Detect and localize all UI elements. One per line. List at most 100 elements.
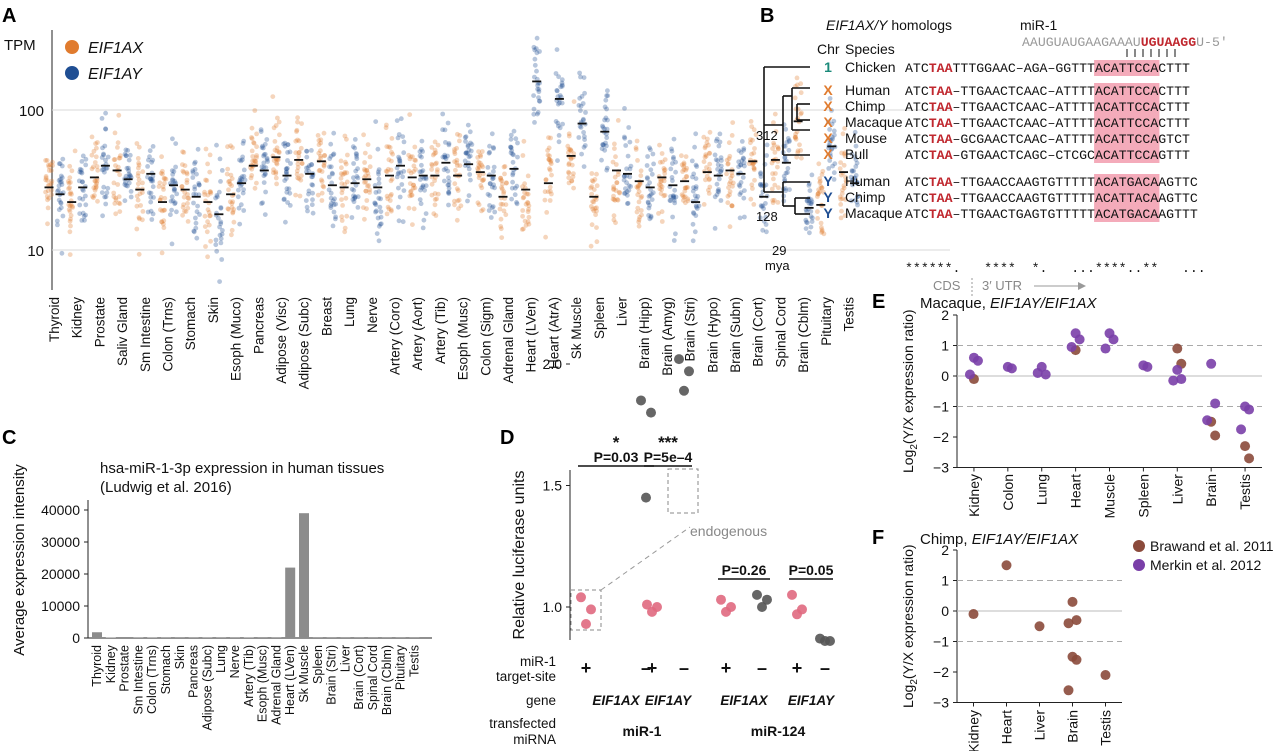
a-point xyxy=(79,170,85,176)
b-seq-post: CTTT xyxy=(1158,61,1190,76)
a-point xyxy=(192,186,198,192)
a-point xyxy=(556,133,562,138)
a-point xyxy=(83,193,88,199)
a-point xyxy=(59,163,65,169)
ef-x-label: Testis xyxy=(1098,710,1114,746)
a-point xyxy=(134,141,140,146)
a-point xyxy=(254,155,259,160)
a-point xyxy=(798,90,804,96)
a-point xyxy=(179,184,185,190)
a-point xyxy=(420,184,426,190)
a-point xyxy=(626,187,632,193)
a-point xyxy=(741,195,747,201)
a-point xyxy=(613,220,618,226)
a-point xyxy=(388,207,394,213)
b-seq-stop-codon: TAA xyxy=(929,148,953,163)
a-point xyxy=(603,115,609,121)
a-x-label: Breast xyxy=(319,297,334,336)
a-point xyxy=(691,185,696,191)
a-point xyxy=(442,152,448,158)
a-point xyxy=(295,137,300,143)
a-point xyxy=(194,235,200,241)
a-point xyxy=(117,172,122,178)
d-y-ticks: 1.01.52.0 xyxy=(543,356,570,615)
a-point xyxy=(226,179,232,185)
d-row-label-mirna: transfected xyxy=(489,716,556,731)
a-point xyxy=(344,213,350,219)
a-point xyxy=(77,195,83,201)
a-point xyxy=(111,194,117,200)
a-point xyxy=(397,158,403,164)
a-point xyxy=(566,146,572,152)
a-point xyxy=(612,146,617,152)
a-point xyxy=(820,168,826,174)
a-point xyxy=(361,205,366,211)
b-seq-post: CTTT xyxy=(1158,84,1190,99)
a-point xyxy=(521,194,527,200)
a-point xyxy=(546,135,551,141)
a-point xyxy=(400,134,406,140)
a-point xyxy=(670,214,675,220)
a-point xyxy=(66,202,72,208)
a-point xyxy=(635,158,640,163)
a-point xyxy=(526,203,532,209)
a-point xyxy=(589,171,595,176)
a-point xyxy=(208,213,213,219)
b-row-sequence: ATCTAA–TTGAACCAAGTGTTTTTACATTACAAGTTC xyxy=(905,191,1198,206)
b-seq-site: ACATTCCA xyxy=(1095,132,1158,147)
a-point xyxy=(486,208,492,213)
a-point xyxy=(690,221,696,227)
a-point xyxy=(293,150,299,156)
a-point xyxy=(202,213,208,219)
a-point xyxy=(727,189,733,195)
a-x-label: Artery (Tib) xyxy=(433,297,448,364)
a-point xyxy=(91,195,96,201)
a-point xyxy=(670,161,675,166)
a-point xyxy=(443,166,449,171)
a-point xyxy=(333,214,338,220)
b-seq-post: AGTTC xyxy=(1158,191,1198,206)
a-point xyxy=(401,188,407,194)
a-point xyxy=(671,194,676,200)
a-point xyxy=(604,126,610,132)
a-point xyxy=(296,150,302,156)
a-point xyxy=(830,163,835,169)
a-point xyxy=(231,219,237,225)
a-point xyxy=(159,154,165,160)
a-point xyxy=(478,154,483,159)
a-point xyxy=(696,203,702,209)
c-ytick-label: 10000 xyxy=(41,598,80,614)
a-point xyxy=(50,159,55,165)
a-point xyxy=(93,185,99,191)
a-point xyxy=(385,196,391,202)
a-point xyxy=(79,159,85,164)
a-point xyxy=(644,163,650,168)
a-point xyxy=(509,148,515,154)
a-point xyxy=(366,174,371,179)
a-point xyxy=(329,170,335,176)
b-seq-pre: ATC xyxy=(905,207,929,222)
a-point xyxy=(729,203,735,209)
a-point xyxy=(93,178,98,184)
a-point xyxy=(298,145,304,151)
a-point xyxy=(148,178,154,184)
a-point xyxy=(535,86,540,92)
a-point xyxy=(123,153,129,159)
a-point xyxy=(252,108,258,113)
a-point xyxy=(148,176,154,182)
a-point xyxy=(195,146,201,152)
a-point xyxy=(319,179,325,184)
a-point xyxy=(349,215,355,220)
ef-point xyxy=(1006,363,1017,374)
a-point xyxy=(362,180,367,185)
a-point xyxy=(353,194,358,200)
a-point xyxy=(626,183,632,189)
a-point xyxy=(617,190,622,196)
a-point xyxy=(499,186,505,192)
a-point xyxy=(49,178,55,184)
a-point xyxy=(783,188,788,194)
a-point xyxy=(157,197,163,203)
a-point xyxy=(487,203,492,208)
a-point xyxy=(203,146,209,152)
a-point xyxy=(92,160,98,165)
